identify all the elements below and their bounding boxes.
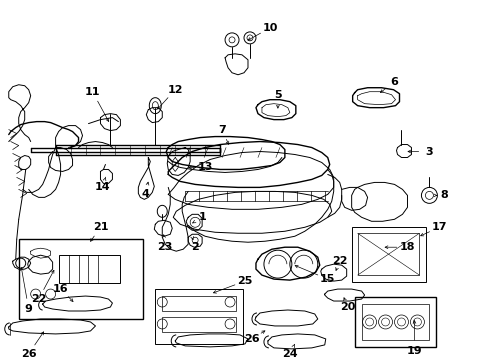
Text: 25: 25 (237, 276, 252, 286)
Text: 23: 23 (157, 242, 173, 252)
Text: 3: 3 (425, 147, 432, 157)
Text: 21: 21 (93, 222, 108, 232)
Text: 24: 24 (282, 349, 297, 359)
Text: 17: 17 (431, 222, 446, 232)
Text: 7: 7 (218, 125, 225, 135)
Text: 20: 20 (339, 302, 355, 312)
Text: 14: 14 (95, 183, 110, 192)
Text: 4: 4 (141, 189, 149, 199)
Text: 11: 11 (84, 87, 100, 97)
Bar (19, 239, 143, 319)
Text: 22: 22 (331, 256, 347, 266)
Bar (162, 317, 236, 332)
Text: 26: 26 (244, 334, 259, 344)
Text: 26: 26 (21, 349, 37, 359)
Bar (59, 255, 120, 283)
Text: 12: 12 (167, 85, 183, 95)
Text: 13: 13 (197, 162, 212, 172)
Text: 19: 19 (406, 346, 422, 356)
Text: 1: 1 (198, 212, 205, 222)
Text: 10: 10 (262, 23, 277, 33)
Bar (357, 233, 419, 275)
Text: 8: 8 (440, 190, 447, 201)
Text: 15: 15 (319, 274, 335, 284)
Bar (162, 296, 236, 311)
Text: 6: 6 (390, 77, 398, 87)
Bar (351, 227, 426, 282)
Text: 18: 18 (399, 242, 414, 252)
Bar (361, 304, 428, 340)
Bar (354, 297, 435, 347)
Text: 5: 5 (273, 90, 281, 100)
Text: 2: 2 (191, 242, 199, 252)
Text: 9: 9 (25, 304, 33, 314)
Bar (155, 289, 243, 344)
Text: 22: 22 (31, 294, 46, 304)
Text: 16: 16 (53, 284, 68, 294)
